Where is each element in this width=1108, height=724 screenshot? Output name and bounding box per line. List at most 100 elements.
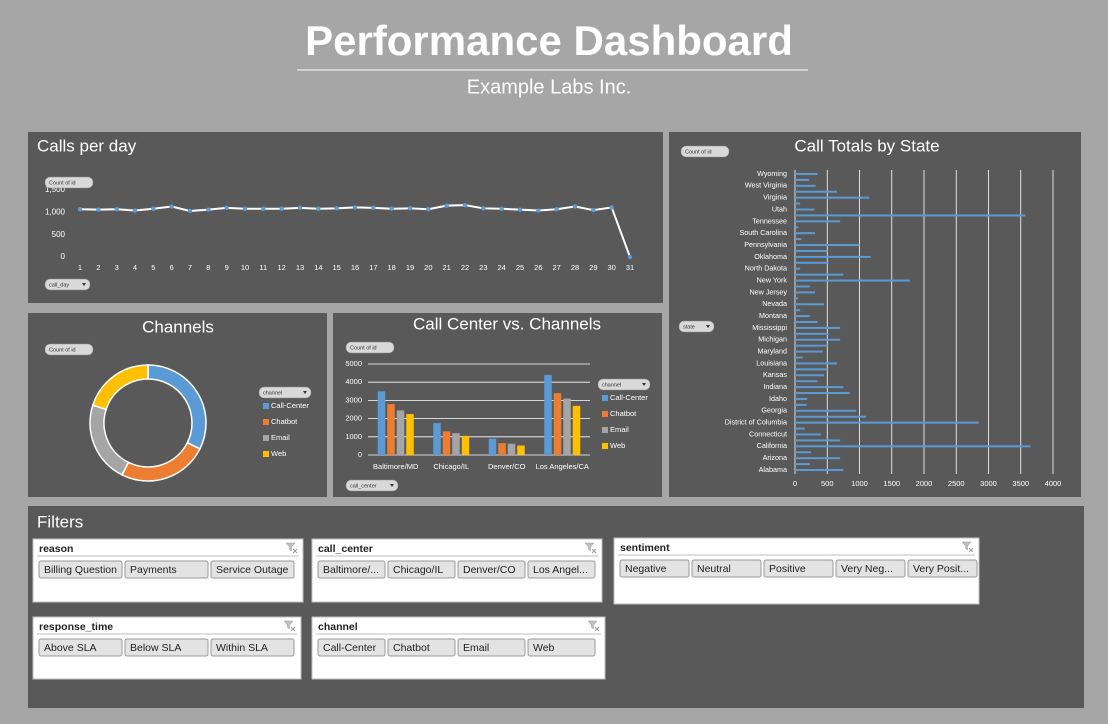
slicer-item[interactable] <box>317 560 386 579</box>
slicer-item[interactable] <box>210 560 295 579</box>
bar <box>795 403 807 406</box>
bar <box>507 443 516 455</box>
legend-label: Email <box>610 425 629 434</box>
legend-swatch <box>602 395 608 401</box>
legend-swatch <box>263 451 269 457</box>
slicer-item[interactable] <box>691 559 762 578</box>
dashboard-subtitle: Example Labs Inc. <box>467 76 632 98</box>
data-point <box>77 207 83 212</box>
data-point <box>554 207 559 212</box>
y-tick-label: 2000 <box>345 414 362 423</box>
slicer-header: reason <box>39 543 73 555</box>
slicer-item[interactable] <box>387 638 456 657</box>
legend-swatch <box>602 443 608 449</box>
slicer-item[interactable] <box>619 559 690 578</box>
bar <box>795 173 818 175</box>
bar <box>795 344 828 347</box>
bar <box>795 273 844 276</box>
bar <box>517 445 525 455</box>
clear-filter-icon[interactable] <box>584 542 595 552</box>
slicer-item[interactable] <box>38 560 123 579</box>
field-button[interactable] <box>44 343 94 356</box>
bar <box>795 445 1031 448</box>
clear-filter-icon[interactable] <box>283 620 294 630</box>
x-tick-label: Los Angeles/CA <box>536 462 589 471</box>
slicer-item[interactable] <box>124 560 209 579</box>
bar <box>795 279 910 282</box>
slicer-item[interactable] <box>763 559 834 578</box>
clear-filter-icon[interactable] <box>587 620 598 630</box>
chart-title: Call Center vs. Channels <box>413 314 601 333</box>
field-button[interactable] <box>44 278 91 291</box>
legend-label: Web <box>271 449 286 458</box>
slicer-header: sentiment <box>620 542 670 554</box>
legend-label: Chatbot <box>610 409 637 418</box>
slicer-item[interactable] <box>457 638 526 657</box>
data-point <box>297 205 303 211</box>
field-button[interactable] <box>680 145 730 158</box>
bar <box>544 374 552 455</box>
slicer-item-label: Baltimore/... <box>323 564 379 576</box>
x-tick-label: 2500 <box>948 479 965 488</box>
bar <box>795 184 816 187</box>
field-button[interactable] <box>345 479 399 492</box>
x-tick-label: 3000 <box>980 479 997 488</box>
field-button[interactable] <box>258 386 312 399</box>
y-tick-label: 500 <box>52 230 66 239</box>
dropdown-arrow <box>390 484 394 487</box>
legend-swatch <box>602 427 608 433</box>
y-tick-label: California <box>757 441 787 450</box>
x-tick-label: 4000 <box>1045 479 1062 488</box>
y-tick-label: 5000 <box>345 359 362 368</box>
bar <box>795 397 808 400</box>
field-button[interactable] <box>597 378 651 391</box>
donut-segment <box>91 364 149 411</box>
slicer-item-label: Below SLA <box>130 642 181 654</box>
slicer-item[interactable] <box>835 559 906 578</box>
x-tick-label: 2 <box>96 263 100 272</box>
bar <box>553 393 562 455</box>
slicer-item-label: Chatbot <box>393 642 430 654</box>
bar <box>795 249 828 252</box>
bar <box>795 457 841 460</box>
field-button[interactable] <box>44 176 94 189</box>
bar <box>795 255 871 258</box>
slicer-item[interactable] <box>387 560 456 579</box>
clear-filter-icon[interactable] <box>961 541 972 551</box>
y-tick-label: 1000 <box>345 432 362 441</box>
x-tick-label: 12 <box>277 263 285 272</box>
x-tick-label: 17 <box>369 263 377 272</box>
field-button-label: Count of id <box>49 347 76 353</box>
x-tick-label: 0 <box>793 479 797 488</box>
slicer-item[interactable] <box>907 559 978 578</box>
x-tick-label: 5 <box>151 263 155 272</box>
bar <box>795 386 844 389</box>
data-point <box>481 206 486 211</box>
slicer-item-label: Payments <box>130 564 177 576</box>
y-tick-label: Tennessee <box>752 216 787 225</box>
y-tick-label: Michigan <box>758 335 787 344</box>
bar <box>795 303 825 306</box>
slicer-item[interactable] <box>527 560 596 579</box>
clear-filter-x <box>968 547 974 553</box>
y-tick-label: Virginia <box>763 193 787 202</box>
clear-filter-icon[interactable] <box>285 542 296 552</box>
bar <box>795 451 812 454</box>
legend-label: Email <box>271 433 290 442</box>
legend-swatch <box>263 435 269 441</box>
slicer-item[interactable] <box>210 638 295 657</box>
slicer-item[interactable] <box>38 638 123 657</box>
field-button[interactable] <box>345 341 395 354</box>
x-tick-label: 1 <box>78 263 82 272</box>
field-button[interactable] <box>678 320 715 333</box>
x-tick-label: 11 <box>259 263 267 272</box>
slicer-item[interactable] <box>317 638 386 657</box>
slicer-item[interactable] <box>124 638 209 657</box>
slicer-item[interactable] <box>527 638 596 657</box>
chart-title: Channels <box>142 317 214 336</box>
slicer-item[interactable] <box>457 560 526 579</box>
slicer-item-label: Los Angel... <box>533 564 588 576</box>
x-tick-label: 26 <box>534 263 542 272</box>
x-tick-label: 500 <box>821 479 834 488</box>
data-point <box>279 206 284 211</box>
